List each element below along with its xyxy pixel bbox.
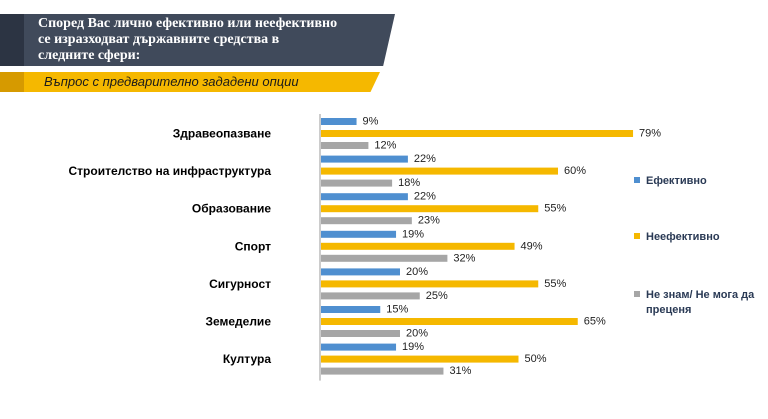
bar bbox=[321, 330, 400, 337]
legend-label: Не знам/ Не мога да преценя bbox=[646, 289, 755, 316]
category-label: Култура bbox=[223, 352, 271, 366]
data-label: 9% bbox=[363, 116, 379, 128]
category-label: Образование bbox=[192, 202, 271, 216]
title-accent bbox=[0, 14, 24, 66]
bar bbox=[321, 142, 369, 149]
bar bbox=[321, 306, 381, 313]
bar bbox=[321, 268, 400, 276]
subtitle-accent bbox=[0, 72, 24, 92]
bar bbox=[321, 343, 397, 351]
legend-label-line: Неефективно bbox=[646, 231, 720, 243]
data-label: 22% bbox=[414, 191, 436, 203]
category-label: Строителство на инфраструктура bbox=[68, 164, 271, 178]
bar bbox=[321, 242, 515, 250]
category-label: Здравеопазване bbox=[173, 127, 272, 141]
bar bbox=[321, 254, 448, 262]
data-label: 22% bbox=[414, 153, 436, 165]
data-label: 20% bbox=[406, 266, 428, 278]
bar bbox=[321, 280, 539, 288]
legend-label-line: преценя bbox=[646, 304, 691, 316]
bar bbox=[321, 318, 578, 325]
title-banner bbox=[0, 14, 395, 66]
category-label: Спорт bbox=[235, 239, 271, 253]
legend-swatch bbox=[634, 233, 640, 239]
data-label: 12% bbox=[374, 140, 396, 152]
legend-label: Неефективно bbox=[646, 231, 720, 243]
category-label: Земеделие bbox=[205, 315, 271, 329]
legend-swatch bbox=[634, 177, 640, 183]
data-label: 18% bbox=[398, 177, 420, 189]
data-label: 19% bbox=[402, 228, 424, 240]
bar bbox=[321, 292, 420, 300]
bar bbox=[321, 230, 397, 238]
data-label: 50% bbox=[525, 353, 547, 365]
legend-label-line: Ефективно bbox=[646, 175, 707, 187]
data-label: 23% bbox=[418, 215, 440, 227]
bar bbox=[321, 217, 412, 225]
bar bbox=[321, 155, 408, 163]
legend-label: Ефективно bbox=[646, 175, 707, 187]
data-label: 55% bbox=[544, 278, 566, 290]
data-label: 20% bbox=[406, 328, 428, 340]
data-label: 15% bbox=[386, 304, 408, 316]
data-label: 19% bbox=[402, 341, 424, 353]
data-label: 32% bbox=[453, 252, 475, 264]
data-label: 25% bbox=[426, 290, 448, 302]
data-label: 31% bbox=[449, 365, 471, 377]
bar bbox=[321, 167, 558, 175]
chart-title: Според Вас лично ефективно или неефектив… bbox=[38, 16, 338, 63]
legend-label-line: Не знам/ Не мога да bbox=[646, 289, 755, 301]
data-label: 60% bbox=[564, 165, 586, 177]
data-label: 55% bbox=[544, 203, 566, 215]
data-label: 65% bbox=[584, 316, 606, 328]
subtitle-banner bbox=[0, 72, 380, 92]
bar bbox=[321, 205, 539, 213]
bar bbox=[321, 118, 357, 125]
bar bbox=[321, 355, 519, 363]
bar bbox=[321, 367, 444, 375]
chart-subtitle: Въпрос с предварително зададени опции bbox=[44, 74, 299, 89]
data-label: 49% bbox=[521, 240, 543, 252]
category-label: Сигурност bbox=[209, 277, 271, 291]
legend-swatch bbox=[634, 291, 640, 297]
data-label: 79% bbox=[639, 128, 661, 140]
bar bbox=[321, 193, 408, 201]
bar bbox=[321, 130, 634, 137]
bar bbox=[321, 179, 393, 187]
